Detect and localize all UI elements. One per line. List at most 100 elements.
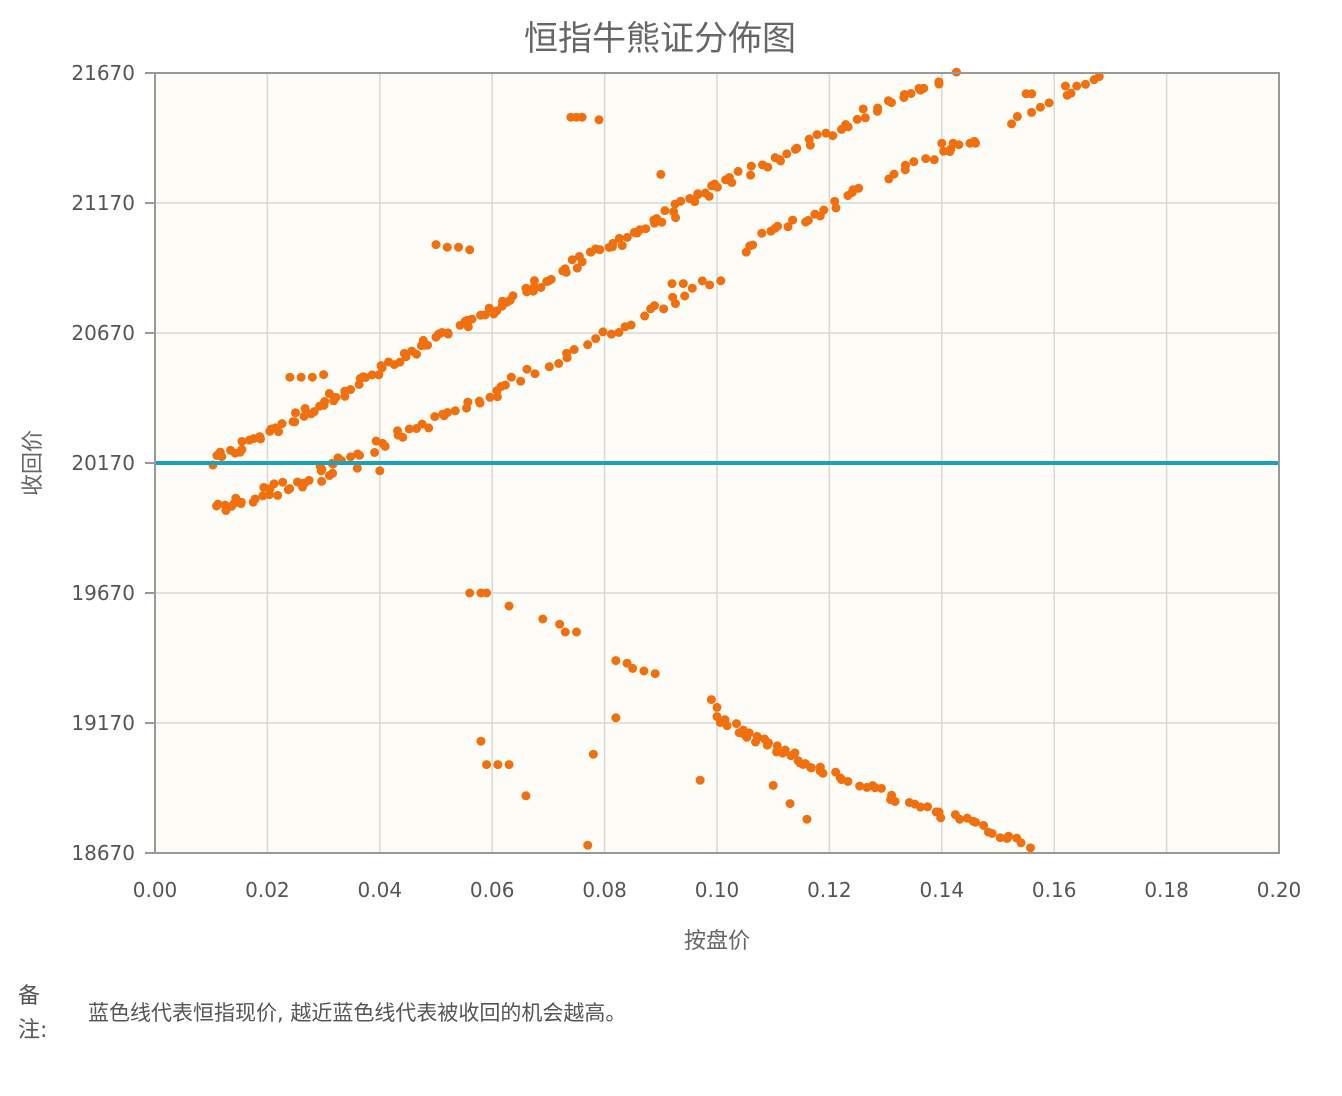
data-point (443, 328, 453, 338)
data-point (659, 304, 669, 314)
data-point (697, 276, 707, 286)
data-point (331, 392, 341, 402)
data-point (215, 447, 225, 457)
x-tick-label: 0.08 (582, 878, 627, 902)
data-point (1044, 98, 1054, 108)
data-point (1060, 81, 1070, 91)
data-point (577, 257, 587, 267)
data-point (979, 820, 989, 830)
data-point (560, 627, 570, 637)
data-point (802, 814, 812, 824)
data-point (384, 357, 394, 367)
data-point (929, 155, 939, 165)
data-point (855, 781, 865, 791)
data-point (417, 419, 427, 429)
data-point (521, 283, 531, 293)
data-point (504, 601, 514, 611)
data-point (782, 149, 792, 159)
data-point (492, 392, 502, 402)
data-point (258, 491, 268, 501)
data-point (423, 340, 433, 350)
data-point (678, 279, 688, 289)
data-point (852, 114, 862, 124)
data-point (828, 131, 838, 141)
data-point (304, 475, 314, 485)
data-point (395, 357, 405, 367)
data-point (690, 197, 700, 207)
data-point (504, 760, 514, 770)
x-tick-label: 0.12 (807, 878, 852, 902)
data-point (715, 717, 725, 727)
data-point (474, 396, 484, 406)
data-point (572, 263, 582, 273)
data-point (611, 656, 621, 666)
data-points (208, 67, 1104, 853)
data-point (431, 240, 441, 250)
chart-title: 恒指牛熊证分佈图 (524, 19, 796, 59)
data-point (324, 471, 334, 481)
data-point (536, 282, 546, 292)
data-point (640, 311, 650, 321)
x-tick-label: 0.06 (470, 878, 515, 902)
data-point (815, 766, 825, 776)
data-point (746, 161, 756, 171)
data-point (843, 122, 853, 132)
data-point (467, 314, 477, 324)
data-point (598, 327, 608, 337)
data-point (309, 407, 319, 417)
data-point (424, 423, 434, 433)
data-point (407, 346, 417, 356)
data-point (1012, 112, 1022, 122)
data-point (983, 827, 993, 837)
data-point (652, 214, 662, 224)
y-tick-label: 21670 (71, 61, 135, 85)
data-point (1016, 838, 1026, 848)
data-point (764, 738, 774, 748)
data-point (583, 340, 593, 350)
y-tick-label: 20670 (71, 321, 135, 345)
data-point (591, 334, 601, 344)
data-point (819, 205, 829, 215)
data-point (617, 241, 627, 251)
y-tick-label: 21170 (71, 191, 135, 215)
data-point (595, 245, 605, 255)
data-point (934, 79, 944, 89)
data-point (278, 477, 288, 487)
data-point (821, 128, 831, 138)
data-point (442, 408, 452, 418)
data-point (611, 713, 621, 723)
note-label: 备注: (18, 984, 48, 1043)
x-tick-label: 0.20 (1257, 878, 1302, 902)
data-point (236, 499, 246, 509)
data-point (450, 406, 460, 416)
data-point (778, 748, 788, 758)
data-point (676, 196, 686, 206)
data-point (955, 814, 965, 824)
data-point (742, 732, 752, 742)
data-point (465, 588, 475, 598)
data-point (377, 363, 387, 373)
data-point (614, 233, 624, 243)
data-point (854, 183, 864, 193)
data-point (482, 588, 492, 598)
data-point (788, 215, 798, 225)
data-point (546, 274, 556, 284)
data-point (572, 627, 581, 637)
data-point (693, 189, 703, 199)
data-point (858, 104, 868, 114)
data-point (705, 280, 715, 290)
x-tick-label: 0.10 (695, 878, 740, 902)
data-point (805, 140, 815, 150)
data-point (577, 112, 587, 122)
data-point (493, 760, 503, 770)
data-point (915, 802, 925, 812)
data-point (680, 291, 690, 301)
data-point (668, 292, 678, 302)
data-point (346, 452, 356, 462)
data-point (320, 397, 330, 407)
data-point (404, 424, 414, 434)
data-point (521, 791, 531, 801)
data-point (775, 154, 785, 164)
data-point (626, 320, 636, 330)
data-point (656, 169, 666, 179)
